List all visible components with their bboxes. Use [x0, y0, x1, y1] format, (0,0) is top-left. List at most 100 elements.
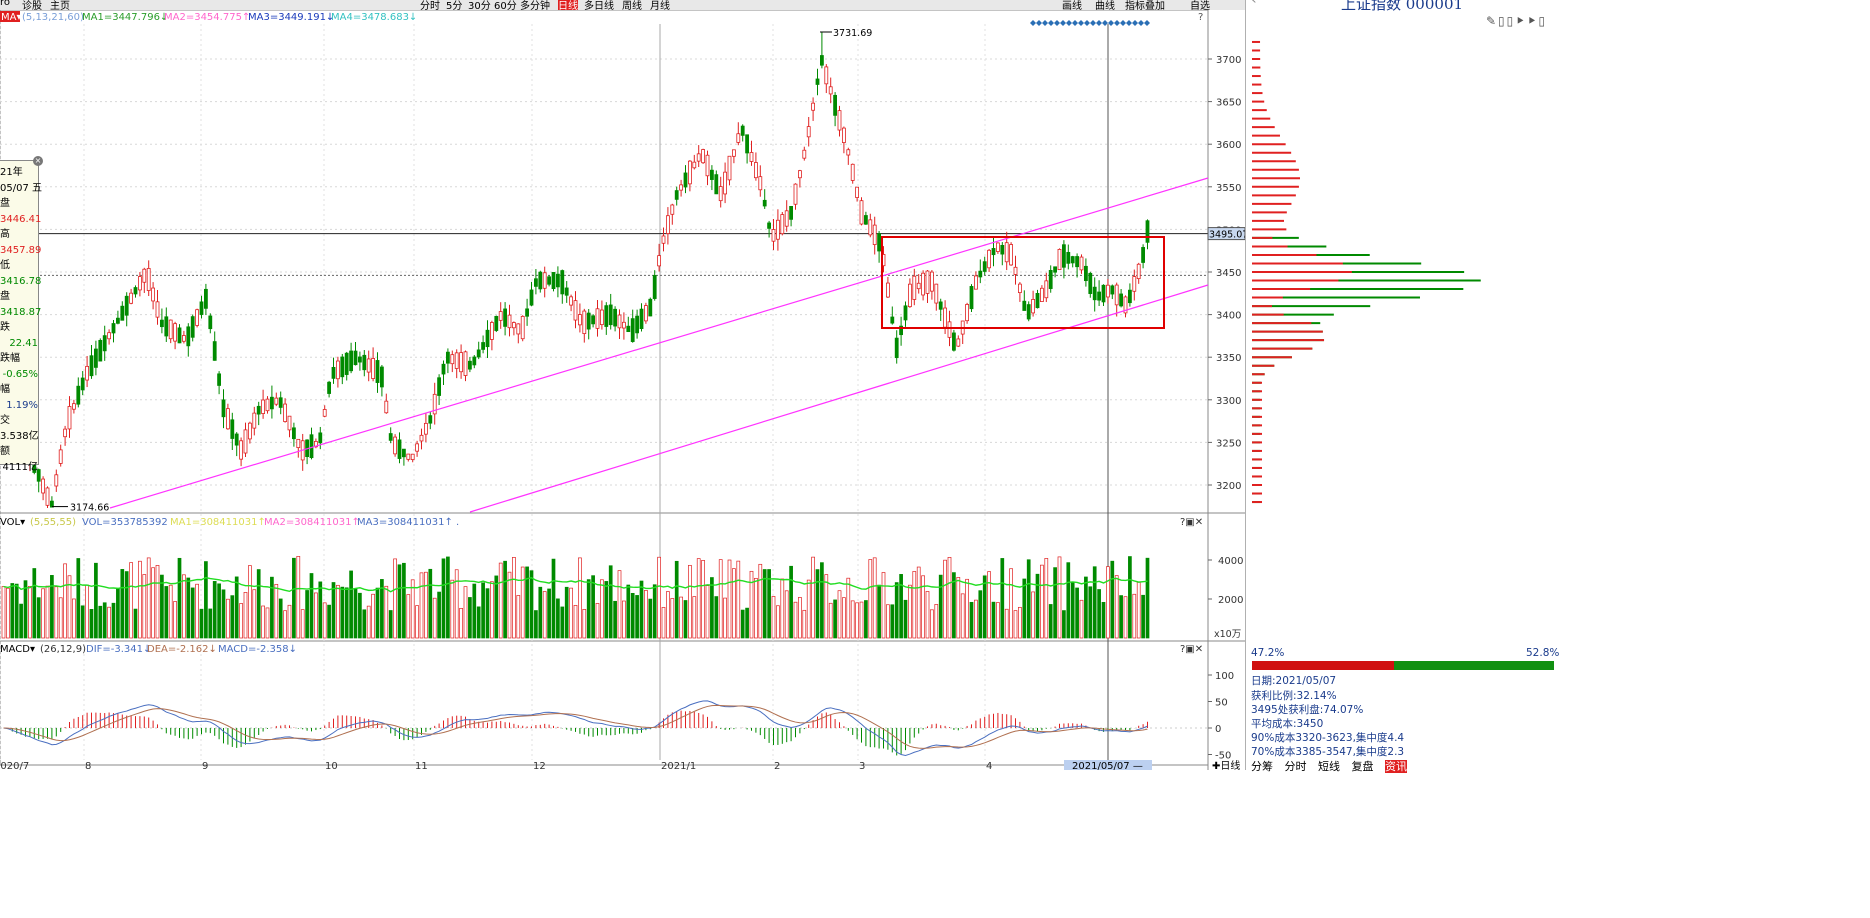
tab-replay[interactable]: 复盘: [1351, 760, 1374, 773]
candle-body: [450, 354, 455, 365]
event-marker: [1030, 20, 1036, 26]
tab-chips[interactable]: 分筹: [1251, 760, 1273, 773]
candle-body: [710, 169, 714, 180]
candle-body: [159, 319, 164, 328]
tab-intraday[interactable]: 分时: [1284, 760, 1307, 773]
volume-bar: [468, 597, 472, 639]
candle-body: [151, 287, 156, 302]
candle-body: [846, 149, 851, 156]
period-tab[interactable]: 月线: [650, 1, 670, 10]
avg-cost: 平均成本:3450: [1251, 718, 1324, 730]
candle-body: [965, 304, 969, 322]
volume-bar: [868, 559, 873, 639]
vol-tick-label: 4000: [1218, 556, 1243, 567]
chip-tool-icons[interactable]: ✎▯▯⯈⯈▯: [1486, 14, 1548, 28]
tip-label: 高: [0, 229, 10, 240]
tip-label: 低: [0, 260, 10, 271]
period-label: ✚日线: [1212, 759, 1240, 770]
volume-bar: [723, 597, 727, 639]
volume-bar: [1070, 582, 1075, 639]
period-tab[interactable]: 多分钟: [520, 1, 550, 10]
volume-bar: [1084, 576, 1088, 639]
volume-bar: [872, 557, 877, 639]
period-tab[interactable]: 周线: [622, 1, 642, 10]
volume-bar: [287, 604, 292, 639]
period-tab[interactable]: 30分: [468, 1, 491, 10]
candle-body: [978, 270, 983, 278]
price-tick-label: 3350: [1216, 353, 1241, 364]
volume-bar: [921, 575, 925, 639]
toolbar-item[interactable]: 主页: [50, 1, 70, 10]
volume-bar: [424, 571, 428, 639]
candle-body: [1048, 270, 1053, 289]
candle-body: [252, 412, 257, 429]
volume-bar: [1018, 606, 1022, 639]
volume-bar: [146, 557, 151, 639]
candle-body: [842, 127, 846, 143]
volume-bar: [138, 560, 142, 639]
tab-news[interactable]: 资讯: [1385, 760, 1407, 773]
x-tick-label: 2020/7: [0, 761, 29, 770]
candle-body: [811, 102, 815, 111]
macd-dea-line: [3, 704, 1148, 749]
volume-bar: [160, 574, 164, 639]
candle-body: [459, 352, 464, 373]
volume-bar: [644, 590, 648, 639]
cost-70: 70%成本3385-3547,集中度2.3: [1251, 746, 1405, 758]
toolbar-item[interactable]: 曲线: [1095, 1, 1115, 10]
macd-dif-line: [3, 700, 1148, 756]
volume-bar: [1066, 562, 1071, 639]
chevron-left-icon[interactable]: ‹: [1251, 0, 1257, 8]
kline-chart[interactable]: 3700 3650 3600 3550 3 50 0 3450 3400 3350 3300 3250…: [0, 0, 1245, 770]
candle-body: [996, 242, 1000, 252]
volume-bar: [1128, 556, 1132, 639]
volume-bar: [1106, 566, 1110, 639]
tab-shortline[interactable]: 短线: [1318, 760, 1340, 773]
volume-bar: [714, 596, 719, 639]
x-tick-label: 8: [85, 761, 91, 770]
period-tab[interactable]: 分时: [420, 1, 440, 10]
volume-bar: [155, 565, 160, 639]
candle-body: [688, 160, 692, 185]
volume-bar: [340, 586, 345, 639]
volume-bar: [230, 595, 235, 639]
volume-bar: [1035, 573, 1040, 639]
volume-bar: [784, 590, 789, 639]
candle-body: [1035, 293, 1040, 309]
volume-bar: [688, 564, 692, 639]
tip-label: 额: [0, 446, 10, 457]
toolbar-item[interactable]: 指标叠加: [1125, 1, 1165, 10]
volume-bar: [142, 574, 147, 639]
candle-body: [520, 315, 525, 340]
profit-at: 3495处获利盘:74.07%: [1251, 704, 1364, 716]
candle-body: [283, 403, 288, 422]
volume-bar: [503, 560, 507, 639]
volume-bar: [80, 605, 85, 639]
period-tab[interactable]: 60分: [494, 1, 517, 10]
volume-bar: [586, 579, 591, 639]
volume-bar: [32, 568, 37, 639]
toolbar-item[interactable]: 画线: [1062, 1, 1082, 10]
volume-bar: [1075, 587, 1079, 639]
candle-body: [225, 408, 230, 430]
period-tab-active[interactable]: 日线: [558, 0, 578, 10]
toolbar-item[interactable]: 自选: [1190, 1, 1210, 10]
toolbar-item[interactable]: ro: [0, 0, 11, 8]
period-tab[interactable]: 多日线: [584, 1, 614, 10]
volume-bar: [454, 569, 459, 639]
volume-bar: [1031, 591, 1035, 639]
volume-bar: [525, 566, 529, 639]
volume-bar: [446, 556, 450, 639]
period-tab[interactable]: 5分: [446, 1, 463, 10]
candle-body: [164, 316, 169, 337]
close-icon[interactable]: ×: [33, 156, 43, 166]
volume-bar: [736, 560, 741, 639]
volume-bar: [947, 557, 952, 639]
volume-bar: [208, 608, 213, 639]
volume-bar: [388, 610, 393, 639]
volume-bar: [366, 605, 371, 639]
candle-body: [1097, 291, 1101, 301]
volume-bar: [864, 600, 868, 639]
candle-body: [1075, 256, 1079, 268]
toolbar-item[interactable]: 诊股: [22, 1, 42, 10]
